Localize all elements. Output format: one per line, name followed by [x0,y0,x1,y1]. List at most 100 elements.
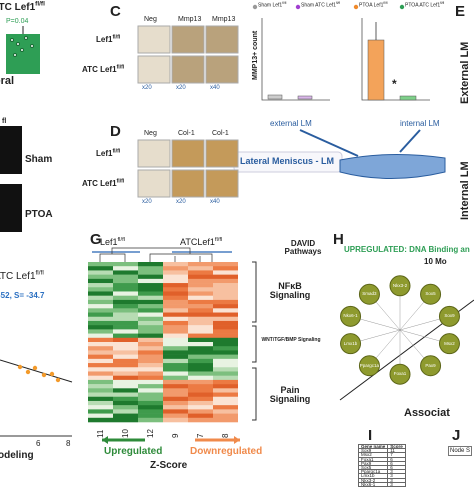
image [205,55,239,84]
point [24,36,28,40]
heatmap-cell [113,388,138,393]
heatmap-cell [138,363,163,368]
sup: fl/fl [112,34,121,41]
text: Lef1 [96,149,113,158]
heatmap-cell [88,358,113,364]
heatmap-cell [113,283,138,288]
heatmap-cell [88,384,113,389]
diagram-label: Lateral Meniscus - LM [240,156,335,166]
point [10,38,14,42]
heatmap-cell [163,367,188,372]
heatmap-cell [88,413,113,419]
node-label: Msx2 [444,340,455,346]
column-header: Col-1 [212,130,229,137]
heatmap-cell [188,278,213,284]
node [389,275,411,297]
heatmap-cell [88,388,113,393]
heatmap-cell [88,375,113,381]
text: Lef1 [100,237,118,247]
heatmap-cell [88,342,113,347]
row-label: Sham Lef1fl/fl [258,1,286,9]
heatmap-cell [138,262,163,267]
magnification: x40 [210,85,220,91]
legend-marker [252,4,258,10]
pathways-title: DAVID Pathways [284,239,322,256]
sup: fl/fl [116,178,125,185]
pathway: WNT/TGF/BMP Signaling [261,337,321,343]
heatmap-cell [138,379,163,385]
table-body: Gene name Score Sox9 11 Msx2 7 Foxa1 6 Pax9 6 Sox5… [357,443,406,487]
heatmap-cell [138,333,163,339]
heatmap-cell [88,350,113,355]
node [438,333,460,355]
heatmap-cell [213,409,238,414]
heatmap-cell [188,346,213,351]
column-header: Mmp13 [178,16,202,23]
heatmap-cell [88,283,113,288]
group-label: Lef1fl/fl [100,237,125,247]
row-label: PTOA [25,209,53,220]
heatmap-cell [113,270,138,275]
heatmap-cell [88,400,113,406]
bar-illustration [399,95,417,101]
heatmap-cell [163,291,188,296]
heatmap-cell [113,312,138,318]
heatmap-cell [113,392,138,398]
heatmap-cell [88,266,113,271]
heatmap-cell [88,409,113,414]
row-label: Lef1fl/fl [96,149,120,158]
heatmap-cell [188,375,213,381]
magnification: x40 [210,199,220,205]
heatmap-cell [188,367,213,372]
heatmap-cell [188,266,213,271]
image [171,169,205,198]
row-label: Sham ATC Lef1fl/fl [301,1,341,9]
heatmap-cell [163,409,188,414]
heatmap-cell [213,329,238,334]
heatmap-cell [138,417,163,423]
heatmap-cell [88,325,113,330]
heatmap-cell [213,262,238,267]
image [171,55,205,84]
column-header: Neg [144,130,157,137]
panel-label: E [455,3,466,20]
x-tick-label: 6 [36,439,41,448]
heatmap-cell [138,320,163,326]
heatmap-cell [138,283,163,288]
sample-label: 7 [196,433,205,438]
heatmap-cell [188,350,213,355]
heatmap-cell [113,287,138,292]
heatmap-cell [88,304,113,309]
heatmap-cell [213,363,238,368]
heatmap-cell [188,274,213,280]
y-label: MMP13+ count [252,30,259,80]
heatmap-cell [163,320,188,326]
sup: fl/fl [35,0,45,8]
arrow [399,129,421,153]
heatmap-cell [88,287,113,292]
node-label: Smad3 [362,291,377,297]
sup: fl/fl [335,1,341,5]
sample-label: 9 [171,433,180,438]
heatmap-cell [188,287,213,292]
heatmap-cell [163,375,188,381]
node [438,305,460,327]
heatmap-cell [88,262,113,267]
heatmap-cell [88,295,113,301]
heatmap-cell [138,354,163,360]
node [340,333,362,355]
image [171,25,205,54]
row-label: Lef1fl/fl [96,34,121,44]
panel-label: D [110,123,121,140]
heatmap-cell [213,316,238,322]
heatmap-cell [88,274,113,280]
row-label: PTOA ATC Lef1fl/fl [405,1,444,9]
sup: fl/fl [35,269,44,277]
heatmap-cell [138,316,163,322]
heatmap-cell [113,346,138,351]
node-label: Sox9 [444,313,455,319]
sup: fl/fl [214,237,223,243]
heatmap-cell [113,358,138,364]
heatmap-cell [163,295,188,301]
